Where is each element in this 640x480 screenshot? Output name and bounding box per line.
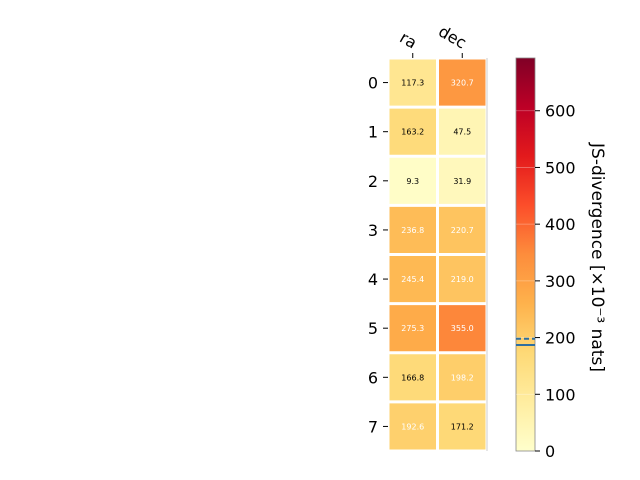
cell-value-label: 117.3 (401, 79, 424, 88)
row-tick-label: 7 (368, 417, 378, 436)
heatmap-cell (439, 59, 486, 106)
heatmap-cell (439, 157, 486, 204)
heatmap-cell (389, 305, 436, 352)
colorbar-label: JS-divergence [×10⁻³ nats] (587, 142, 607, 372)
heatmap-cell (439, 403, 486, 450)
cell-value-label: 245.4 (401, 275, 424, 284)
heatmap-cell (439, 256, 486, 303)
column-tick-label: ra (397, 28, 421, 53)
cell-value-label: 219.0 (451, 275, 474, 284)
row-tick-label: 1 (368, 123, 378, 142)
heatmap-cell (389, 354, 436, 401)
cell-value-label: 320.7 (451, 79, 474, 88)
colorbar-tick-label: 200 (545, 329, 576, 348)
cell-value-label: 47.5 (453, 128, 471, 137)
cell-value-label: 355.0 (451, 324, 474, 333)
heatmap-cell-labels: 117.3 320.7 163.2 47.5 9.3 31.9 236.8 220.7 245.… (401, 79, 473, 432)
heatmap-cell (389, 108, 436, 155)
colorbar-tick-label: 500 (545, 158, 576, 177)
colorbar-tick-label: 400 (545, 215, 576, 234)
row-tick-label: 5 (368, 319, 378, 338)
heatmap-cell (389, 59, 436, 106)
cell-value-label: 236.8 (401, 226, 424, 235)
cell-value-label: 220.7 (451, 226, 474, 235)
heatmap-cell (439, 108, 486, 155)
cell-value-label: 31.9 (453, 177, 471, 186)
cell-value-label: 9.3 (406, 177, 419, 186)
colorbar-tick-label: 100 (545, 385, 576, 404)
colorbar-tick-label: 600 (545, 102, 576, 121)
heatmap-cell (439, 206, 486, 253)
row-tick-label: 0 (368, 74, 378, 93)
row-tick-label: 6 (368, 368, 378, 387)
row-tick-label: 3 (368, 221, 378, 240)
heatmap-cell (439, 354, 486, 401)
cell-value-label: 275.3 (401, 324, 424, 333)
heatmap-cell (439, 305, 486, 352)
colorbar-tick-label: 300 (545, 272, 576, 291)
heatmap-cells (389, 59, 486, 450)
heatmap-cell (389, 206, 436, 253)
colorbar: 0 100 200 300 400 500 600 JS-divergence [×10⁻³ … (515, 57, 607, 461)
cell-value-label: 163.2 (401, 128, 424, 137)
heatmap-cell (389, 157, 436, 204)
cell-value-label: 166.8 (401, 373, 424, 382)
colorbar-tick-label: 0 (545, 442, 555, 461)
column-tick-label: dec (435, 22, 469, 53)
heatmap-cell (389, 403, 436, 450)
row-tick-label: 2 (368, 172, 378, 191)
row-tick-label: 4 (368, 270, 378, 289)
cell-value-label: 192.6 (401, 422, 424, 431)
heatmap-cell (389, 256, 436, 303)
cell-value-label: 171.2 (451, 422, 474, 431)
colorbar-gradient (515, 57, 536, 452)
cell-value-label: 198.2 (451, 373, 474, 382)
